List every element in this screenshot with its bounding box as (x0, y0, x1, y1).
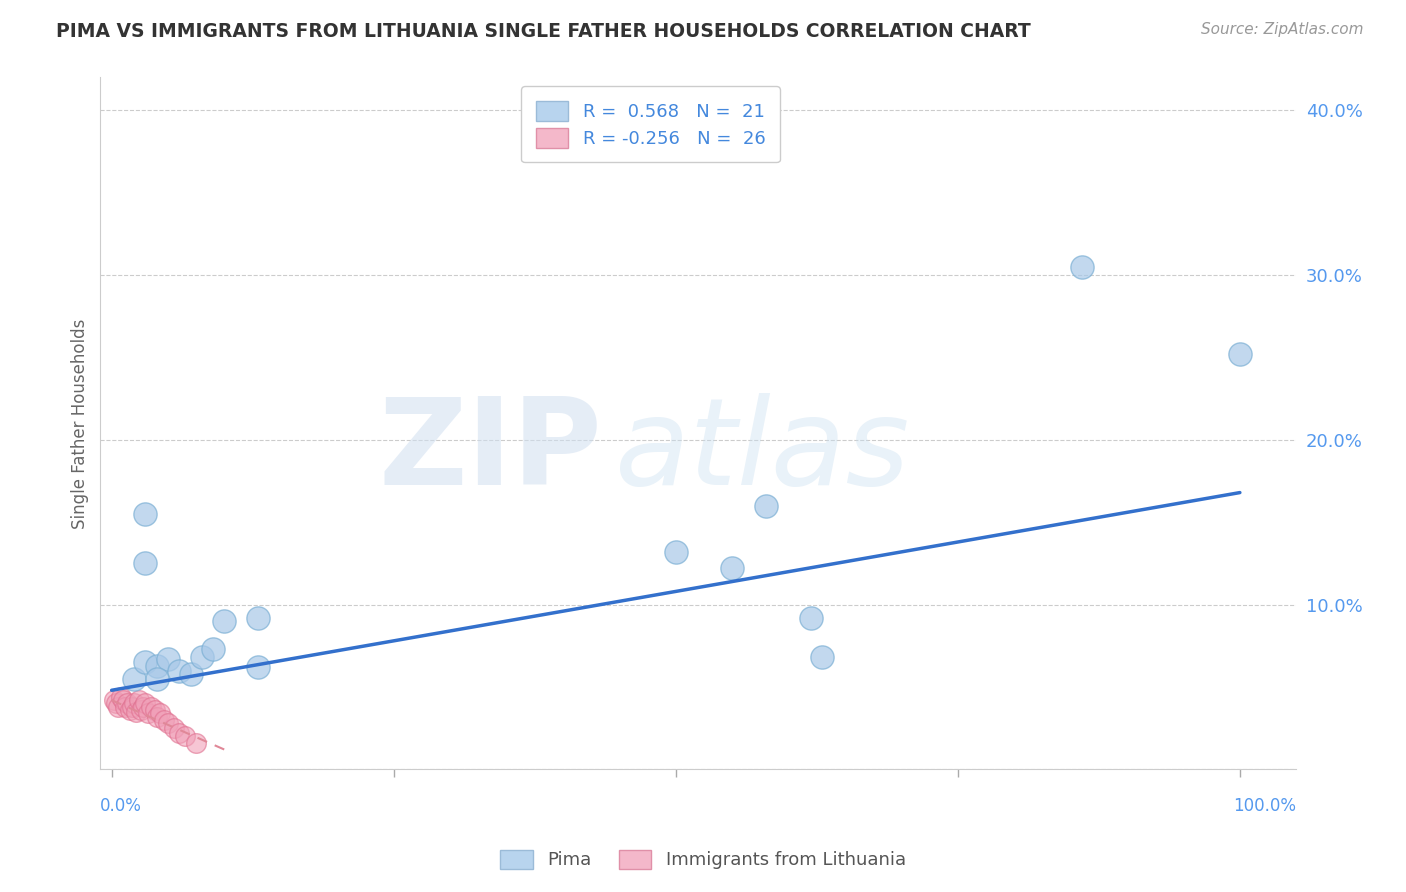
Point (132, 699, 155, 714)
Point (157, 652, 180, 666)
Point (121, 699, 143, 714)
Point (111, 693, 134, 707)
Text: Source: ZipAtlas.com: Source: ZipAtlas.com (1201, 22, 1364, 37)
Text: 100.0%: 100.0% (1233, 797, 1296, 815)
Point (134, 557, 156, 571)
Point (114, 699, 136, 714)
Point (139, 699, 162, 714)
Point (169, 726, 191, 740)
Point (163, 721, 186, 735)
Point (157, 716, 180, 731)
Point (117, 697, 139, 711)
Point (755, 499, 778, 513)
Point (665, 545, 688, 559)
Point (191, 650, 214, 665)
Text: 0.0%: 0.0% (100, 797, 142, 815)
Point (125, 705, 148, 719)
Point (129, 703, 152, 717)
Text: ZIP: ZIP (378, 392, 603, 509)
Point (107, 699, 129, 714)
Point (134, 507, 156, 521)
Point (800, 611, 823, 625)
Point (247, 660, 270, 674)
Legend: R =  0.568   N =  21, R = -0.256   N =  26: R = 0.568 N = 21, R = -0.256 N = 26 (522, 87, 780, 162)
Point (105, 697, 128, 711)
Point (118, 703, 141, 717)
Point (1229, 347, 1251, 361)
Point (202, 642, 225, 657)
Legend: Pima, Immigrants from Lithuania: Pima, Immigrants from Lithuania (491, 840, 915, 879)
Point (134, 655, 156, 669)
Point (721, 561, 744, 575)
Point (122, 697, 145, 711)
Point (152, 713, 174, 727)
Point (145, 709, 167, 723)
Point (149, 706, 172, 721)
Point (145, 672, 167, 686)
Point (174, 730, 197, 744)
Point (134, 697, 156, 711)
Point (214, 614, 236, 628)
Point (122, 672, 145, 686)
Point (180, 666, 202, 681)
Point (186, 736, 208, 750)
Point (128, 693, 150, 707)
Point (811, 650, 834, 665)
Text: atlas: atlas (614, 392, 910, 509)
Y-axis label: Single Father Households: Single Father Households (72, 318, 89, 529)
Point (136, 706, 159, 721)
Point (169, 664, 191, 678)
Point (247, 611, 270, 625)
Text: PIMA VS IMMIGRANTS FROM LITHUANIA SINGLE FATHER HOUSEHOLDS CORRELATION CHART: PIMA VS IMMIGRANTS FROM LITHUANIA SINGLE… (56, 22, 1031, 41)
Point (103, 693, 125, 707)
Point (110, 690, 132, 704)
Point (145, 658, 167, 673)
Point (1071, 260, 1094, 274)
Point (143, 703, 166, 717)
